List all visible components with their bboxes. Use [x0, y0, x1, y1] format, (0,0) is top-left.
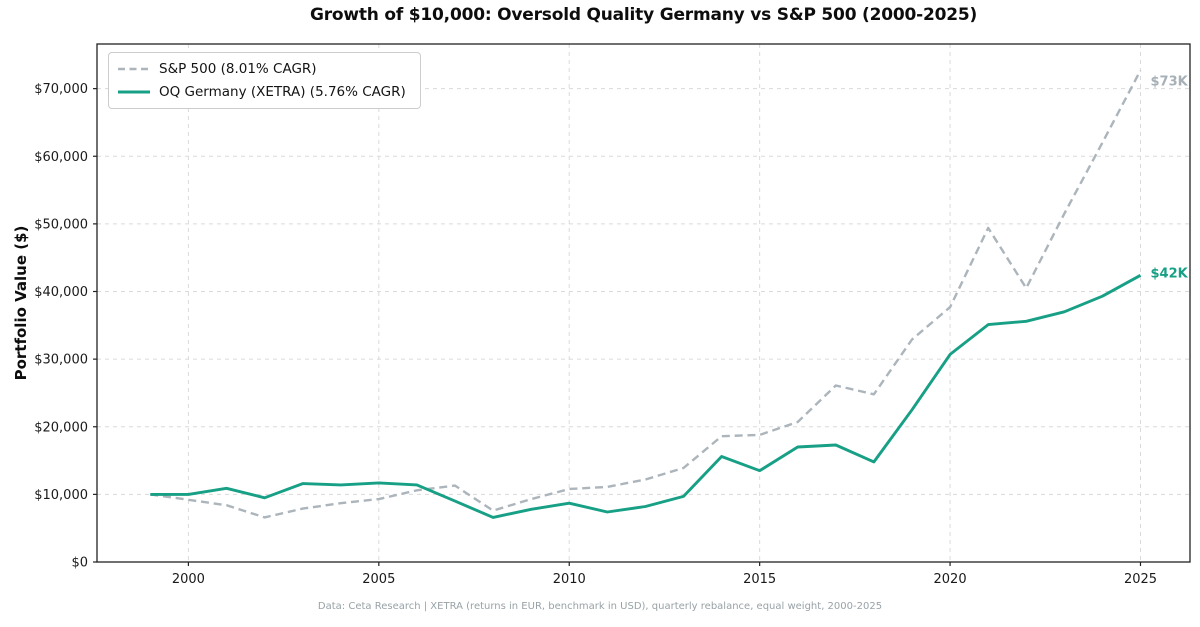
legend-label-sp500: S&P 500 (8.01% CAGR)	[159, 61, 317, 77]
legend-label-oq-germany: OQ Germany (XETRA) (5.76% CAGR)	[159, 84, 406, 100]
x-tick-label: 2010	[553, 572, 586, 587]
y-tick-label: $0	[71, 556, 88, 571]
y-tick-label: $70,000	[34, 82, 88, 97]
y-tick-label: $50,000	[34, 217, 88, 232]
y-tick-label: $30,000	[34, 353, 88, 368]
x-tick-label: 2020	[934, 572, 967, 587]
chart-title: Growth of $10,000: Oversold Quality Germ…	[309, 5, 978, 25]
oq-germany-solid-line-marker	[118, 90, 150, 94]
sp500-dashed-line-marker	[118, 67, 150, 71]
y-tick-label: $60,000	[34, 150, 88, 165]
y-tick-label: $40,000	[34, 285, 88, 300]
legend-item-oq-germany: OQ Germany (XETRA) (5.76% CAGR)	[118, 82, 406, 102]
legend: S&P 500 (8.01% CAGR) OQ Germany (XETRA) …	[108, 52, 421, 109]
legend-item-sp500: S&P 500 (8.01% CAGR)	[118, 59, 406, 79]
oq-germany-line	[150, 274, 1142, 519]
x-tick-label: 2000	[172, 572, 205, 587]
x-tick-label: 2015	[743, 572, 776, 587]
plot-border	[96, 43, 1191, 563]
y-tick-label: $20,000	[34, 420, 88, 435]
sp500-line	[150, 69, 1142, 519]
oq-germany-end-value-annotation: $42K	[1150, 266, 1188, 281]
sp500-end-value-annotation: $73K	[1150, 74, 1188, 89]
x-tick-label: 2005	[362, 572, 395, 587]
x-tick-label: 2025	[1124, 572, 1157, 587]
data-source-note: Data: Ceta Research | XETRA (returns in …	[317, 601, 883, 612]
y-tick-label: $10,000	[34, 488, 88, 503]
